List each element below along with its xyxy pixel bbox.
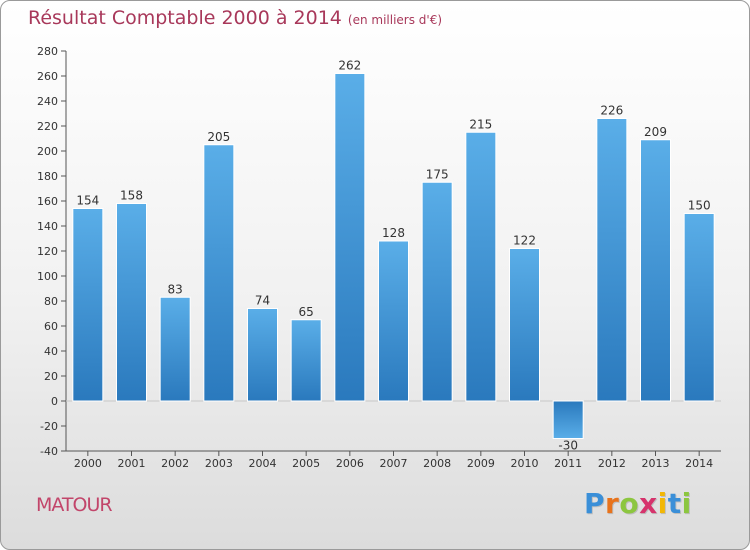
y-tick-label: 120 bbox=[37, 245, 58, 258]
x-tick-label: 2008 bbox=[423, 457, 451, 470]
logo-letter: o bbox=[619, 487, 640, 520]
bar-2014 bbox=[683, 213, 715, 402]
bar-value-label: -30 bbox=[558, 439, 578, 453]
bar-2004 bbox=[247, 308, 278, 402]
y-tick-label: 20 bbox=[44, 370, 58, 383]
bar-2009 bbox=[465, 131, 497, 402]
logo-letter: r bbox=[605, 487, 620, 520]
x-tick-label: 2000 bbox=[74, 457, 102, 470]
y-tick-label: 280 bbox=[37, 45, 58, 58]
y-tick-label: -40 bbox=[40, 445, 58, 458]
logo-letter: t bbox=[667, 487, 682, 520]
y-tick-label: 140 bbox=[37, 220, 58, 233]
x-tick-label: 2011 bbox=[554, 457, 582, 470]
x-tick-label: 2012 bbox=[598, 457, 626, 470]
y-tick-label: 160 bbox=[37, 195, 58, 208]
x-tick-label: 2014 bbox=[685, 457, 713, 470]
bar-2003 bbox=[203, 144, 235, 402]
y-tick-label: 240 bbox=[37, 95, 58, 108]
bar-value-label: 215 bbox=[469, 117, 492, 131]
logo-letter: x bbox=[639, 487, 658, 520]
bar-2008 bbox=[421, 181, 453, 402]
bar-value-label: 175 bbox=[426, 167, 449, 181]
chart-subtitle: (en milliers d'€) bbox=[347, 13, 443, 27]
y-axis: -40 -20 0 20 40 60 80 100 120 140 160 180 200 220 240 2… bbox=[37, 45, 67, 458]
bar-value-label: 65 bbox=[299, 305, 314, 319]
bars bbox=[72, 73, 715, 439]
bar-value-label: 128 bbox=[382, 226, 405, 240]
x-tick-label: 2013 bbox=[642, 457, 670, 470]
chart-title-text: Résultat Comptable 2000 à 2014 bbox=[28, 7, 342, 29]
bar-value-label: 226 bbox=[600, 104, 623, 118]
x-tick-label: 2001 bbox=[118, 457, 146, 470]
y-tick-label: 40 bbox=[44, 345, 58, 358]
x-tick-label: 2007 bbox=[380, 457, 408, 470]
bar-2011 bbox=[552, 400, 584, 439]
chart-title: Résultat Comptable 2000 à 2014 (en millie… bbox=[28, 7, 442, 29]
bar-value-label: 209 bbox=[644, 125, 667, 139]
bar-value-label: 122 bbox=[513, 234, 536, 248]
bar-value-label: 158 bbox=[120, 189, 143, 203]
data-labels: 154 158 83 205 74 65 262 128 175 215 122 -30 226 209 1… bbox=[76, 59, 710, 453]
bar-2002 bbox=[159, 296, 191, 402]
bar-value-label: 83 bbox=[168, 282, 183, 296]
x-tick-label: 2006 bbox=[336, 457, 364, 470]
y-tick-label: 100 bbox=[37, 270, 58, 283]
y-tick-label: 220 bbox=[37, 120, 58, 133]
x-tick-label: 2003 bbox=[205, 457, 233, 470]
bar-2012 bbox=[596, 118, 628, 402]
y-tick-label: 80 bbox=[44, 295, 58, 308]
bar-value-label: 262 bbox=[338, 59, 361, 73]
y-tick-label: 200 bbox=[37, 145, 58, 158]
bar-value-label: 74 bbox=[255, 294, 270, 308]
bar-2013 bbox=[640, 139, 671, 402]
bar-value-label: 154 bbox=[76, 194, 99, 208]
x-axis: 2000 2001 2002 2003 2004 2005 2006 2007 2008 2009… bbox=[66, 400, 721, 470]
proxiti-logo: Proxiti bbox=[584, 487, 692, 520]
bar-2001 bbox=[116, 203, 147, 402]
y-tick-label: -20 bbox=[40, 420, 58, 433]
bar-2005 bbox=[290, 319, 322, 402]
logo-letter: P bbox=[584, 487, 606, 520]
y-tick-label: 180 bbox=[37, 170, 58, 183]
bar-2007 bbox=[378, 240, 409, 402]
x-tick-label: 2009 bbox=[467, 457, 495, 470]
x-tick-label: 2005 bbox=[292, 457, 320, 470]
bar-2000 bbox=[72, 208, 104, 402]
y-tick-label: 0 bbox=[51, 395, 58, 408]
x-tick-label: 2010 bbox=[511, 457, 539, 470]
logo-letter: i bbox=[681, 487, 692, 520]
x-tick-label: 2004 bbox=[249, 457, 277, 470]
y-tick-label: 60 bbox=[44, 320, 58, 333]
bar-2006 bbox=[334, 73, 366, 402]
logo-letter: i bbox=[657, 487, 668, 520]
bar-value-label: 150 bbox=[688, 199, 711, 213]
y-tick-label: 260 bbox=[37, 70, 58, 83]
bar-value-label: 205 bbox=[207, 130, 230, 144]
bar-2010 bbox=[509, 248, 540, 402]
place-name: MATOUR bbox=[36, 494, 113, 516]
x-tick-label: 2002 bbox=[161, 457, 189, 470]
